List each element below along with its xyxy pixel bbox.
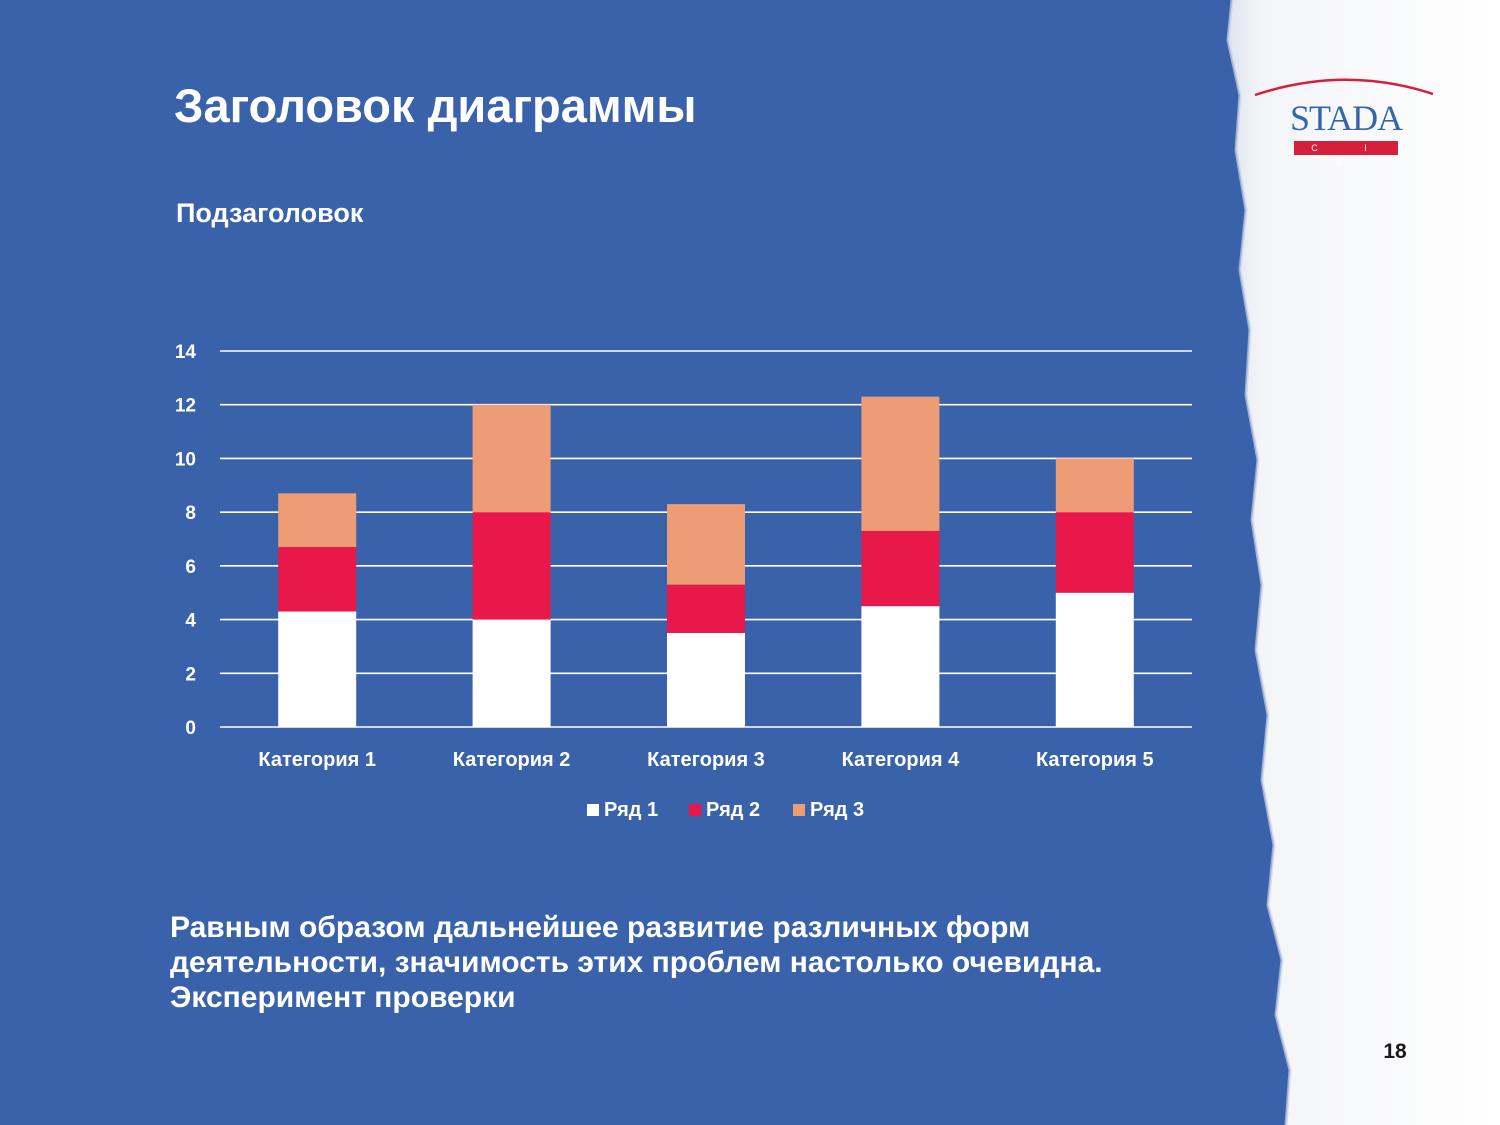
y-tick-label: 14 xyxy=(175,342,197,363)
y-tick-label: 0 xyxy=(185,718,196,739)
y-tick-label: 12 xyxy=(175,396,196,417)
chart-subtitle: Подзаголовок xyxy=(176,198,364,228)
x-tick-label: Категория 5 xyxy=(1036,749,1154,771)
bar-segment xyxy=(278,611,357,727)
stacked-bar-chart: 0 2 4 6 8 10 12 14 Категория 1 Категория 2 Категор… xyxy=(175,342,1192,821)
bar-segment xyxy=(1055,592,1134,727)
bar-segment xyxy=(1055,512,1134,593)
y-tick-label: 6 xyxy=(185,557,196,578)
bar-segment xyxy=(667,504,745,585)
bar-segment xyxy=(1055,458,1134,513)
bar-segment xyxy=(472,404,551,513)
bar-segment xyxy=(861,530,940,607)
x-tick-label: Категория 2 xyxy=(453,749,571,771)
y-tick-label: 2 xyxy=(185,664,196,685)
stada-logo: STADA C I S xyxy=(1250,70,1440,167)
legend-swatch xyxy=(689,804,701,816)
logo-wordmark: STADA xyxy=(1290,98,1403,138)
page-number: 18 xyxy=(1383,1040,1407,1063)
bar-segment xyxy=(667,633,745,727)
legend-swatch xyxy=(587,804,599,816)
bar-segment xyxy=(472,619,551,727)
x-tick-label: Категория 1 xyxy=(258,749,376,771)
bar-segment xyxy=(861,606,940,727)
logo-arc-icon xyxy=(1254,78,1434,97)
legend-label: Ряд 3 xyxy=(810,799,864,821)
x-tick-label: Категория 4 xyxy=(842,749,961,771)
y-tick-label: 8 xyxy=(185,503,196,524)
bar-segment xyxy=(278,547,357,612)
bar-segment xyxy=(472,512,551,620)
legend-swatch xyxy=(793,804,805,816)
bar-segment xyxy=(278,493,357,548)
legend-label: Ряд 2 xyxy=(706,799,760,821)
x-tick-label: Категория 3 xyxy=(647,749,765,771)
bar-segment xyxy=(861,396,940,531)
logo-tagline: C I S xyxy=(1294,141,1398,167)
chart-title: Заголовок диаграммы xyxy=(174,79,697,132)
body-text: Равным образом дальнейшее развитие разли… xyxy=(170,911,1103,1014)
y-tick-label: 4 xyxy=(185,611,196,632)
bar-segment xyxy=(667,584,745,633)
y-tick-label: 10 xyxy=(175,449,196,470)
legend-label: Ряд 1 xyxy=(604,799,658,821)
